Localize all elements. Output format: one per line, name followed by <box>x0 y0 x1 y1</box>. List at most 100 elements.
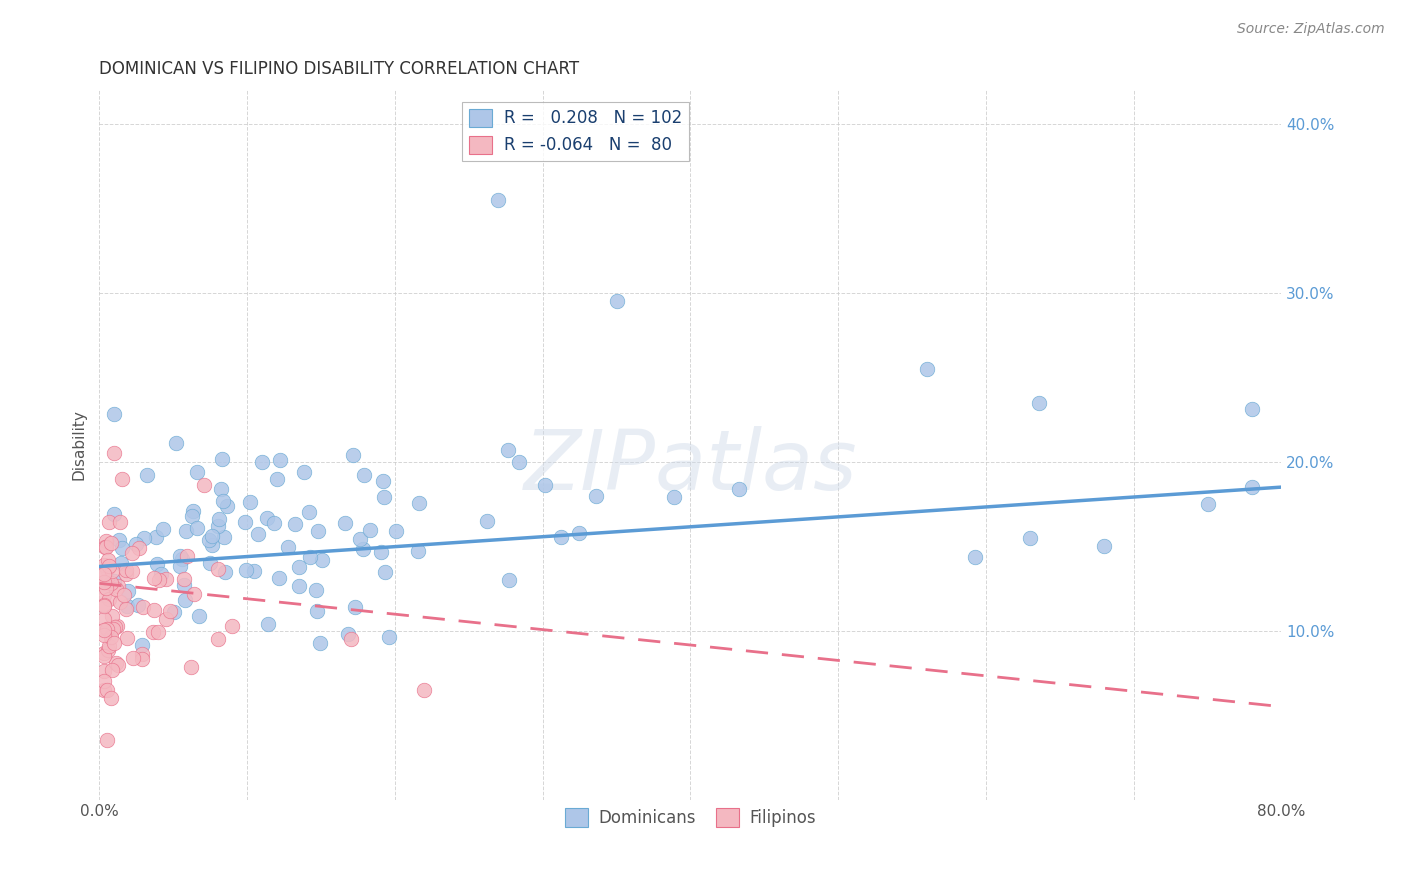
Point <box>93 664 115 678</box>
Point <box>100 691 122 706</box>
Point <box>173 577 195 591</box>
Point <box>96 582 118 596</box>
Point <box>243 564 266 578</box>
Point <box>146 557 169 571</box>
Point <box>207 561 229 575</box>
Point <box>173 592 195 607</box>
Point <box>292 466 315 480</box>
Point <box>152 523 174 537</box>
Point <box>146 625 169 640</box>
Point <box>186 521 208 535</box>
Point <box>915 362 938 376</box>
Point <box>173 572 195 586</box>
Point <box>1028 396 1050 410</box>
Point <box>233 515 256 529</box>
Point <box>298 549 321 564</box>
Point <box>143 570 166 584</box>
Point <box>93 623 115 637</box>
Point <box>104 582 127 596</box>
Point <box>100 631 122 645</box>
Point <box>97 558 120 573</box>
Point <box>211 493 233 508</box>
Point <box>214 565 236 579</box>
Point <box>239 495 262 509</box>
Point <box>208 512 231 526</box>
Point <box>352 542 374 557</box>
Point <box>406 543 429 558</box>
Point <box>117 632 139 646</box>
Point <box>97 553 120 567</box>
Point <box>277 540 299 554</box>
Point <box>1240 402 1263 417</box>
Point <box>93 628 115 642</box>
Point <box>127 598 149 612</box>
Point <box>309 636 332 650</box>
Point <box>100 535 122 549</box>
Point <box>132 531 155 545</box>
Point <box>111 541 134 555</box>
Point <box>98 515 121 529</box>
Point <box>207 519 229 533</box>
Point <box>186 465 208 479</box>
Point <box>370 544 392 558</box>
Point <box>413 682 436 697</box>
Point <box>105 618 128 632</box>
Point <box>180 660 202 674</box>
Point <box>169 558 191 573</box>
Point <box>267 572 290 586</box>
Point <box>97 643 120 657</box>
Point <box>508 454 530 468</box>
Point <box>250 455 273 469</box>
Point <box>103 508 125 522</box>
Point <box>93 566 115 581</box>
Point <box>93 673 115 688</box>
Point <box>374 565 396 579</box>
Point <box>107 533 129 547</box>
Point <box>96 622 118 636</box>
Point <box>115 563 138 577</box>
Point <box>112 588 135 602</box>
Point <box>131 648 153 662</box>
Point <box>496 443 519 458</box>
Point <box>122 651 145 665</box>
Point <box>159 604 181 618</box>
Point <box>344 599 367 614</box>
Point <box>110 556 132 570</box>
Point <box>359 523 381 537</box>
Point <box>150 567 173 582</box>
Point <box>486 193 509 207</box>
Point <box>477 514 499 528</box>
Point <box>125 537 148 551</box>
Point <box>96 562 118 576</box>
Point <box>143 603 166 617</box>
Point <box>103 622 125 636</box>
Point <box>662 490 685 504</box>
Point <box>550 529 572 543</box>
Point <box>349 532 371 546</box>
Point <box>96 574 118 589</box>
Point <box>117 584 139 599</box>
Point <box>333 516 356 530</box>
Point <box>266 471 288 485</box>
Point <box>93 648 115 663</box>
Point <box>181 504 204 518</box>
Point <box>100 565 122 579</box>
Point <box>498 573 520 587</box>
Point <box>305 582 328 597</box>
Point <box>305 604 328 618</box>
Point <box>174 524 197 538</box>
Point <box>93 588 115 602</box>
Point <box>93 612 115 626</box>
Y-axis label: Disability: Disability <box>72 409 86 480</box>
Point <box>339 632 361 646</box>
Point <box>1197 497 1219 511</box>
Point <box>148 573 170 587</box>
Point <box>108 516 131 530</box>
Point <box>193 477 215 491</box>
Point <box>93 599 115 613</box>
Point <box>585 489 607 503</box>
Point <box>373 490 395 504</box>
Point <box>287 560 309 574</box>
Point <box>155 572 177 586</box>
Point <box>131 638 153 652</box>
